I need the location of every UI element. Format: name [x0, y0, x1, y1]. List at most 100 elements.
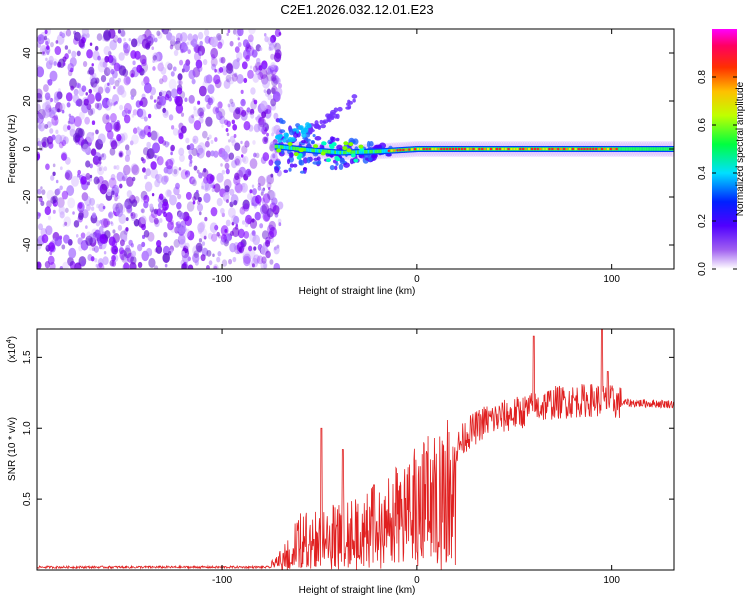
noise-blob [242, 39, 249, 48]
noise-blob [61, 109, 65, 114]
noise-blob [231, 73, 238, 82]
noise-blob [80, 232, 86, 239]
noise-blob [143, 194, 150, 204]
noise-blob [225, 168, 230, 175]
noise-blob [233, 199, 238, 206]
noise-blob [268, 220, 276, 231]
noise-blob [247, 34, 254, 43]
signal-core [481, 147, 484, 151]
noise-blob [107, 55, 114, 64]
signal-core [545, 147, 548, 151]
snr-line [37, 329, 674, 570]
noise-blob [250, 113, 255, 119]
noise-blob [223, 79, 231, 90]
noise-blob [130, 212, 134, 217]
noise-blob [98, 166, 102, 172]
noise-blob [234, 172, 240, 181]
signal-core [434, 147, 437, 151]
noise-blob [137, 126, 140, 130]
noise-blob [251, 230, 256, 236]
noise-blob [272, 154, 276, 159]
signal-band-mid [379, 149, 383, 154]
noise-blob [197, 100, 201, 105]
signal-core [539, 147, 542, 151]
noise-blob [143, 82, 152, 94]
noise-blob [145, 247, 153, 257]
noise-blob [262, 77, 270, 89]
noise-blob [91, 247, 95, 252]
signal-band-mid [541, 147, 544, 151]
noise-blob [123, 164, 131, 176]
noise-blob [259, 47, 263, 52]
noise-blob [245, 55, 250, 62]
signal-band-mid [658, 147, 662, 151]
noise-blob [109, 39, 117, 51]
signal-band-mid [323, 149, 327, 154]
noise-blob [257, 185, 262, 191]
noise-blob [55, 134, 63, 145]
signal-band-mid [378, 149, 381, 154]
noise-blob [102, 61, 108, 68]
signal-band-mid [620, 147, 623, 151]
noise-blob [61, 139, 67, 147]
branch-blob [314, 124, 321, 129]
noise-blob [178, 80, 183, 86]
noise-blob [169, 194, 177, 206]
noise-blob [228, 258, 233, 265]
noise-blob [196, 169, 200, 174]
noise-blob [253, 152, 257, 158]
branch-blob [330, 115, 335, 119]
signal-scatter [298, 159, 303, 166]
noise-blob [131, 134, 139, 145]
signal-core [557, 147, 560, 151]
signal-band-mid [339, 150, 342, 155]
noise-blob [179, 212, 185, 220]
signal-core [524, 147, 528, 151]
ytick-label: 40 [22, 47, 33, 59]
noise-blob [262, 64, 267, 70]
noise-blob [81, 192, 89, 202]
noise-blob [37, 153, 41, 161]
noise-blob [154, 265, 159, 269]
noise-blob [108, 236, 116, 247]
noise-blob [146, 141, 152, 149]
noise-blob [198, 85, 207, 97]
noise-blob [225, 219, 231, 227]
noise-blob [94, 45, 99, 51]
noise-blob [119, 104, 124, 111]
noise-blob [54, 115, 58, 120]
signal-scatter [336, 144, 343, 151]
noise-blob [179, 238, 186, 249]
noise-blob [53, 114, 59, 121]
signal-band-mid [641, 147, 644, 151]
noise-blob [206, 136, 210, 141]
noise-blob [105, 122, 113, 133]
signal-band-mid [320, 149, 323, 153]
branch-blob [330, 109, 337, 115]
signal-band-mid [514, 147, 518, 151]
noise-blob [168, 78, 177, 90]
noise-blob [182, 226, 187, 233]
noise-blob [240, 109, 247, 117]
signal-band-mid [274, 144, 278, 149]
signal-core [542, 147, 545, 151]
branch-blob [287, 136, 293, 143]
noise-blob [178, 59, 184, 66]
noise-blob [202, 130, 208, 139]
noise-blob [216, 256, 221, 263]
noise-blob [158, 95, 167, 106]
noise-blob [53, 91, 61, 101]
noise-blob [87, 93, 95, 105]
noise-blob [125, 227, 129, 232]
noise-blob [148, 257, 156, 268]
noise-blob [262, 152, 270, 162]
noise-blob [201, 241, 206, 246]
noise-blob [86, 231, 92, 239]
noise-blob [265, 250, 271, 259]
signal-core [475, 147, 478, 151]
colorbar-label: Normalized spectral amplitude [735, 81, 746, 216]
noise-blob [158, 91, 163, 97]
noise-blob [237, 41, 242, 48]
noise-blob [84, 195, 92, 207]
signal-band-mid [392, 148, 395, 153]
